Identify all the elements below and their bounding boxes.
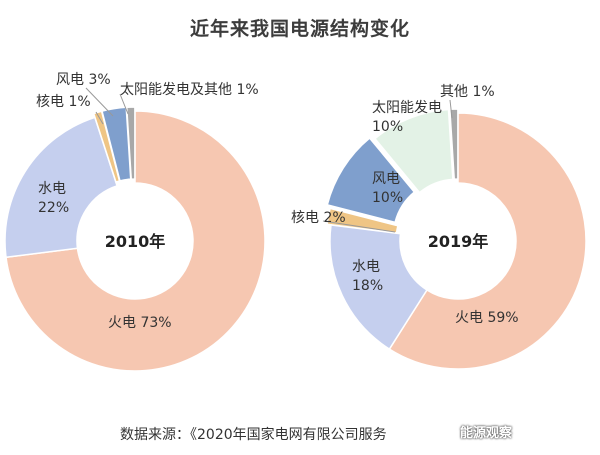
pie-2019: 火电 59% 水电 18% 核电 2% 风电 10% 太阳能发电 10%其他 1% 2019年 [291, 84, 587, 370]
slice-label: 太阳能发电及其他 1% [120, 82, 259, 98]
slice-label: 风电 10% [372, 171, 403, 206]
pie-center-label: 2010年 [105, 232, 166, 251]
pie-slice-其他 [449, 108, 459, 180]
leader-line [95, 111, 104, 125]
slice-label: 核电 2% [291, 210, 346, 226]
pie-slice-核电 [326, 207, 399, 234]
pie-slice-水电 [329, 224, 428, 351]
slice-label: 风电 3% [56, 72, 111, 88]
slice-label: 火电 73% [108, 315, 172, 331]
page-title: 近年来我国电源结构变化 [189, 18, 410, 40]
pie-2010: 火电 73% 水电 22% 核电 1% 风电 3% 太阳能发电及其他 1% 2010年 [4, 72, 266, 372]
slice-label: 太阳能发电 10% [372, 100, 442, 135]
pie-slice-风电 [326, 137, 416, 224]
leader-line [449, 99, 453, 119]
slice-label: 水电 22% [38, 181, 69, 216]
slice-label: 水电 18% [352, 259, 383, 294]
leader-line [85, 87, 114, 117]
pie-slice-火电 [5, 110, 266, 372]
leader-line [119, 93, 129, 115]
slice-label: 其他 1% [440, 84, 495, 100]
source-note: 数据来源：《2020年国家电网有限公司服务 [120, 427, 387, 443]
slice-label: 核电 1% [36, 94, 91, 110]
pie-slice-太阳能发电及其他 [125, 106, 136, 180]
pie-slice-水电 [4, 116, 119, 259]
leader-line [322, 220, 396, 233]
pie-center-label: 2019年 [428, 232, 489, 251]
watermark: 能源观察 [460, 426, 513, 441]
slice-label: 火电 59% [455, 310, 519, 326]
pie-slice-火电 [388, 112, 587, 370]
pie-slice-太阳能发电 [373, 108, 454, 194]
